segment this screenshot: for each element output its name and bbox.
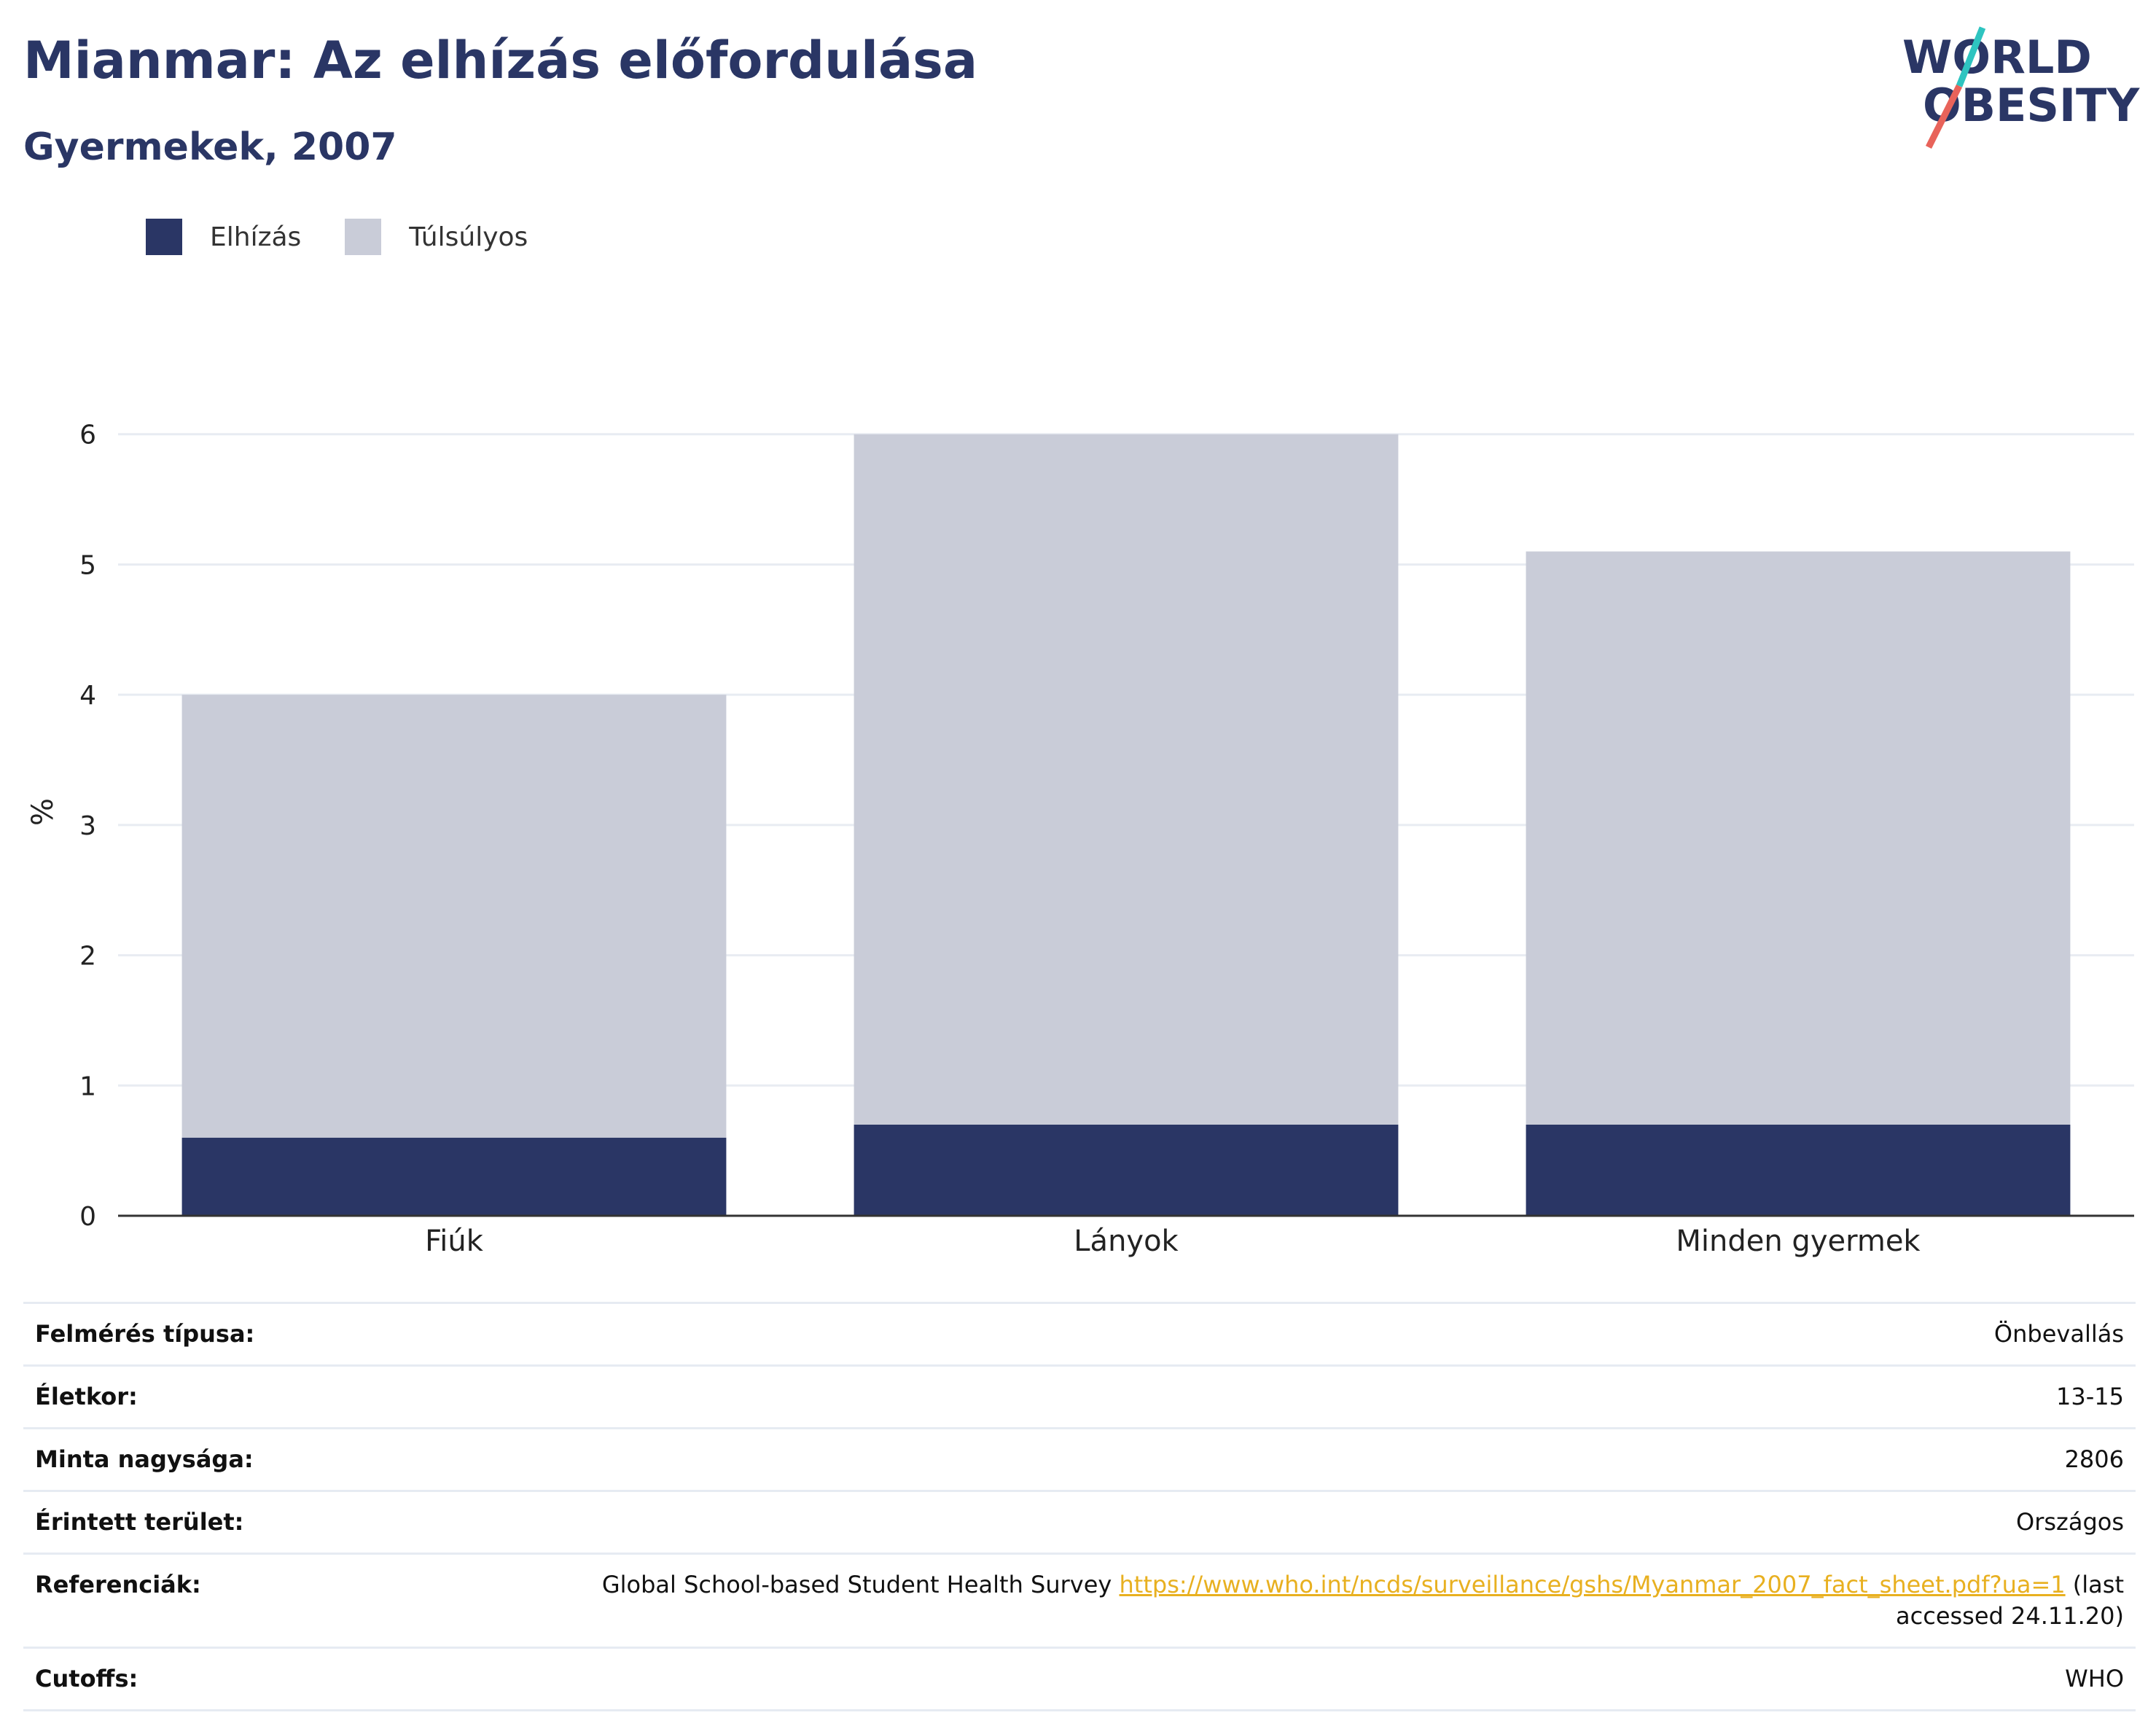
stacked-bar-chart: 0 1 2 3 4 5 6 Fiúk Lányok Minden gyermek %: [26, 421, 2134, 1258]
reference-link[interactable]: https://www.who.int/ncds/surveillance/gs…: [1119, 1571, 2066, 1598]
bar-obesity: [1526, 1124, 2071, 1216]
x-tick-label: Lányok: [1074, 1225, 1179, 1258]
info-key: Referenciák:: [35, 1571, 201, 1598]
bar-overweight: [1526, 551, 2071, 1125]
info-row-sample-size: Minta nagysága: 2806: [23, 1428, 2136, 1491]
info-value: Önbevallás: [1993, 1320, 2124, 1348]
info-value: Országos: [2016, 1508, 2124, 1536]
info-key: Felmérés típusa:: [35, 1320, 255, 1348]
info-value: WHO: [2065, 1665, 2124, 1692]
x-tick-label: Minden gyermek: [1676, 1225, 1921, 1258]
chart-legend: Elhízás Túlsúlyos: [146, 217, 571, 257]
info-key: Minta nagysága:: [35, 1445, 254, 1473]
reference-text: Global School-based Student Health Surve…: [601, 1571, 1112, 1598]
bar-layer: [181, 434, 2071, 1216]
y-tick-label: 5: [79, 550, 96, 580]
info-row-area: Érintett terület: Országos: [23, 1491, 2136, 1554]
legend-label-obesity: Elhízás: [210, 222, 302, 252]
y-tick-label: 1: [79, 1071, 96, 1101]
logo-line1: WORLD: [1902, 31, 2092, 84]
info-row-references: Referenciák: Global School-based Student…: [23, 1553, 2136, 1648]
world-obesity-logo: WORLD OBESITY: [1902, 26, 2140, 149]
reference-suffix: (last accessed 24.11.20): [1896, 1571, 2124, 1630]
chart-title: Mianmar: Az elhízás előfordulása: [23, 31, 978, 90]
bar-overweight: [181, 695, 727, 1138]
legend-item-overweight[interactable]: Túlsúlyos: [345, 219, 528, 255]
info-row-cutoffs: Cutoffs: WHO: [23, 1647, 2136, 1711]
info-row-age: Életkor: 13-15: [23, 1365, 2136, 1429]
info-key: Cutoffs:: [35, 1665, 138, 1692]
y-axis-label: %: [26, 798, 60, 826]
y-tick-label: 4: [79, 681, 96, 711]
logo-slash-bottom: [1925, 84, 1963, 149]
info-row-survey-type: Felmérés típusa: Önbevallás: [23, 1303, 2136, 1366]
info-key: Érintett terület:: [35, 1508, 244, 1536]
x-tick-label: Fiúk: [425, 1225, 484, 1258]
legend-swatch-obesity: [146, 219, 182, 255]
y-tick-label: 3: [79, 811, 96, 841]
legend-item-obesity[interactable]: Elhízás: [146, 219, 301, 255]
legend-label-overweight: Túlsúlyos: [409, 222, 528, 252]
survey-info-table: Felmérés típusa: Önbevallás Életkor: 13-…: [23, 1302, 2136, 1711]
logo-slash-top: [1956, 26, 1986, 87]
info-value: 13-15: [2056, 1383, 2124, 1410]
info-value-reference: Global School-based Student Health Surve…: [484, 1554, 2136, 1648]
bar-obesity: [181, 1137, 727, 1216]
y-tick-label: 0: [79, 1202, 96, 1232]
info-key: Életkor:: [35, 1383, 138, 1410]
y-tick-label: 6: [79, 421, 96, 450]
bar-overweight: [854, 434, 1399, 1125]
legend-swatch-overweight: [345, 219, 382, 255]
y-tick-label: 2: [79, 942, 96, 972]
chart-subtitle: Gyermekek, 2007: [23, 125, 397, 169]
axis-layer: 0 1 2 3 4 5 6 Fiúk Lányok Minden gyermek: [79, 421, 2134, 1258]
bar-obesity: [854, 1124, 1399, 1216]
info-value: 2806: [2064, 1445, 2124, 1473]
